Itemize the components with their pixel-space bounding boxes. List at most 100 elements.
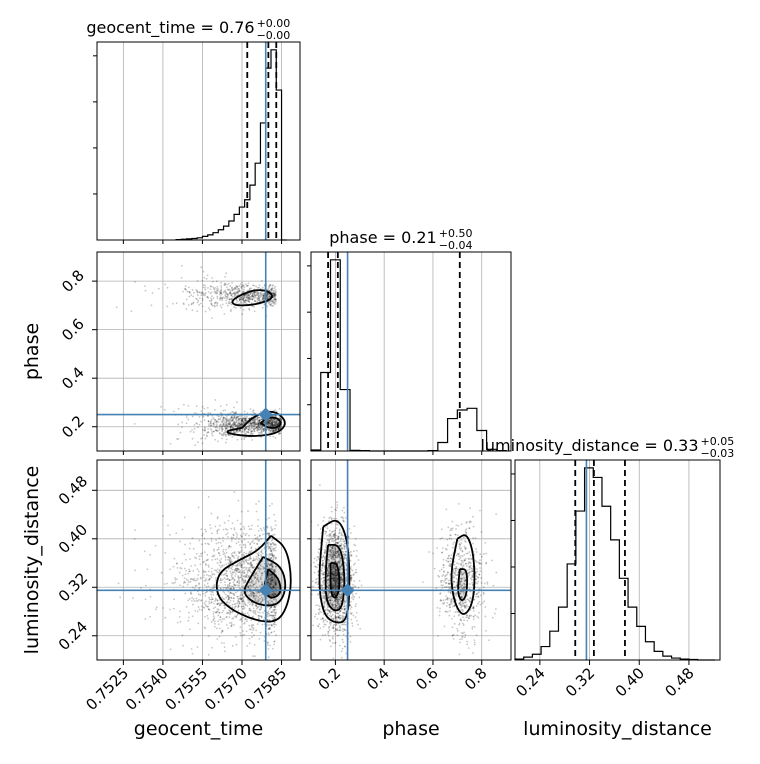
scatter-point [225, 563, 227, 565]
scatter-point [231, 540, 233, 542]
scatter-point [267, 542, 269, 544]
scatter-point [184, 288, 186, 290]
scatter-point [217, 530, 219, 532]
scatter-point [269, 628, 271, 630]
scatter-point [317, 594, 319, 596]
scatter-point [274, 621, 276, 623]
scatter-point [242, 298, 244, 300]
scatter-point [189, 543, 191, 545]
scatter-point [330, 645, 332, 647]
scatter-point [251, 632, 253, 634]
scatter-point [202, 442, 204, 444]
scatter-point [208, 575, 210, 577]
scatter-point [216, 558, 218, 560]
scatter-point [155, 545, 157, 547]
scatter-point [207, 287, 209, 289]
scatter-point [336, 507, 338, 509]
scatter-point [267, 612, 269, 614]
scatter-point [184, 544, 186, 546]
scatter-point [184, 573, 186, 575]
scatter-point [226, 575, 228, 577]
scatter-point [242, 570, 244, 572]
scatter-point [220, 287, 222, 289]
scatter-point [262, 624, 264, 626]
scatter-point [239, 602, 241, 604]
scatter-point [211, 647, 213, 649]
scatter-point [342, 539, 344, 541]
scatter-point [268, 615, 270, 617]
scatter-point [216, 296, 218, 298]
scatter-point [322, 618, 324, 620]
scatter-point [167, 524, 169, 526]
scatter-point [216, 286, 218, 288]
scatter-point [270, 606, 272, 608]
scatter-point [188, 612, 190, 614]
scatter-point [230, 310, 232, 312]
title-err-minus: −0.04 [439, 239, 473, 252]
scatter-point [195, 585, 197, 587]
scatter-point [197, 600, 199, 602]
scatter-point [336, 501, 338, 503]
scatter-point [210, 428, 212, 430]
scatter-point [221, 429, 223, 431]
scatter-point [238, 298, 240, 300]
scatter-point [258, 606, 260, 608]
scatter-point [322, 560, 324, 562]
scatter-point [206, 586, 208, 588]
scatter-point [324, 533, 326, 535]
scatter-point [219, 429, 221, 431]
scatter-point [331, 517, 333, 519]
scatter-point [220, 542, 222, 544]
scatter-point [182, 585, 184, 587]
scatter-point [230, 592, 232, 594]
scatter-point [275, 524, 277, 526]
scatter-point [238, 285, 240, 287]
scatter-point [203, 416, 205, 418]
scatter-point [224, 581, 226, 583]
scatter-point [339, 645, 341, 647]
scatter-point [350, 568, 352, 570]
scatter-point [206, 296, 208, 298]
scatter-point [221, 612, 223, 614]
scatter-point [210, 297, 212, 299]
scatter-point [245, 433, 247, 435]
scatter-point [333, 540, 335, 542]
scatter-point [234, 603, 236, 605]
scatter-point [225, 570, 227, 572]
scatter-point [191, 597, 193, 599]
scatter-point [173, 411, 175, 413]
scatter-point [268, 632, 270, 634]
scatter-point [214, 419, 216, 421]
scatter-point [218, 547, 220, 549]
scatter-point [189, 558, 191, 560]
scatter-point [342, 612, 344, 614]
scatter-point [248, 429, 250, 431]
scatter-point [352, 598, 354, 600]
scatter-point [273, 298, 275, 300]
scatter-point [204, 595, 206, 597]
scatter-point [249, 528, 251, 530]
scatter-point [218, 609, 220, 611]
scatter-point [344, 542, 346, 544]
scatter-point [186, 606, 188, 608]
scatter-point [164, 552, 166, 554]
scatter-point [221, 642, 223, 644]
scatter-point [209, 293, 211, 295]
scatter-point [319, 484, 321, 486]
scatter-point [229, 588, 231, 590]
scatter-point [235, 532, 237, 534]
scatter-point [262, 287, 264, 289]
scatter-point [317, 625, 319, 627]
scatter-point [236, 288, 238, 290]
scatter-point [187, 580, 189, 582]
scatter-point [258, 554, 260, 556]
scatter-point [233, 306, 235, 308]
scatter-point [208, 608, 210, 610]
scatter-point [221, 566, 223, 568]
scatter-point [318, 551, 320, 553]
scatter-point [207, 407, 209, 409]
scatter-point [211, 555, 213, 557]
scatter-point [196, 579, 198, 581]
scatter-point [225, 434, 227, 436]
scatter-point [209, 288, 211, 290]
